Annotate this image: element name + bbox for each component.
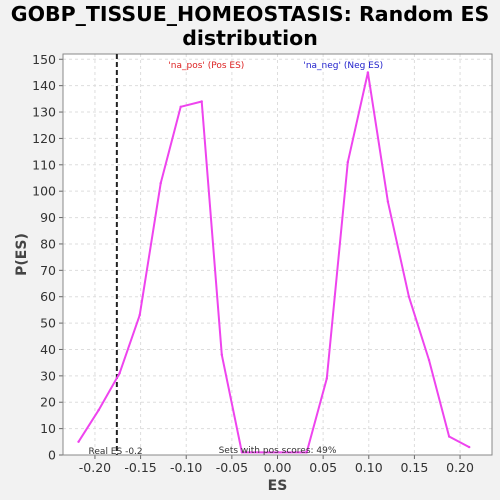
y-tick-label: 100 [32,184,56,199]
data-marks [77,54,471,455]
data-point [305,451,308,454]
data-point [447,435,451,438]
data-point [386,200,390,203]
y-tick-label: 120 [32,131,56,146]
axes: 0 10 20 30 40 50 60 70 80 90 100 110 120 130 140 150 -0.… [32,52,493,475]
real-es-label: Real ES -0.2 [89,447,143,457]
y-tick-label: 130 [32,105,56,120]
x-axis-label: ES [268,478,288,494]
y-tick-label: 140 [32,78,56,93]
x-tick-label: -0.10 [170,460,202,475]
pos-score-footnote: Sets with pos scores: 49% [219,446,337,456]
data-point [118,372,121,375]
chart-title-line-1: GOBP_TISSUE_HOMEOSTASIS: Random ES [10,2,490,26]
y-axis-label: P(ES) [14,233,30,276]
data-point [366,71,370,74]
data-point [220,353,224,356]
data-point [427,358,431,362]
y-tick-label: 70 [40,263,56,278]
grid-lines [63,54,492,456]
x-tick-label: -0.20 [79,460,111,475]
plot-border [62,53,493,456]
chart-title-line-2: distribution [182,26,318,50]
pos-es-legend: 'na_pos' (Pos ES) [168,61,244,71]
y-tick-label: 10 [40,421,56,436]
y-tick-label: 110 [32,157,56,172]
y-tick-label: 150 [32,52,56,67]
neg-es-legend: 'na_neg' (Neg ES) [303,61,383,71]
data-point [240,451,244,454]
x-tick-label: -0.05 [216,460,248,475]
x-tick-label: -0.15 [124,460,156,475]
y-tick-label: 80 [40,236,56,251]
y-tick-label: 60 [40,289,56,304]
series-line [77,71,470,454]
data-point [467,445,471,449]
y-tick-label: 0 [48,448,56,463]
data-point [200,100,203,103]
data-point [159,182,162,185]
x-tick-label: 0.05 [309,460,337,475]
x-tick-label: 0.20 [446,460,474,475]
chart-title: GOBP_TISSUE_HOMEOSTASIS: Random ES distr… [0,2,500,50]
data-point [77,440,80,444]
data-point [97,408,100,412]
y-tick-label: 40 [40,342,56,357]
data-point [179,105,182,108]
y-tick-label: 50 [40,316,56,331]
data-point [346,160,349,164]
x-tick-label: 0.00 [264,460,292,475]
y-tick-label: 90 [40,210,56,225]
x-tick-label: 0.15 [400,460,428,475]
data-point [407,295,411,298]
y-tick-label: 30 [40,368,56,383]
x-tick-label: 0.10 [355,460,383,475]
y-tick-label: 20 [40,395,56,410]
data-point [138,313,141,317]
data-point [325,377,328,380]
